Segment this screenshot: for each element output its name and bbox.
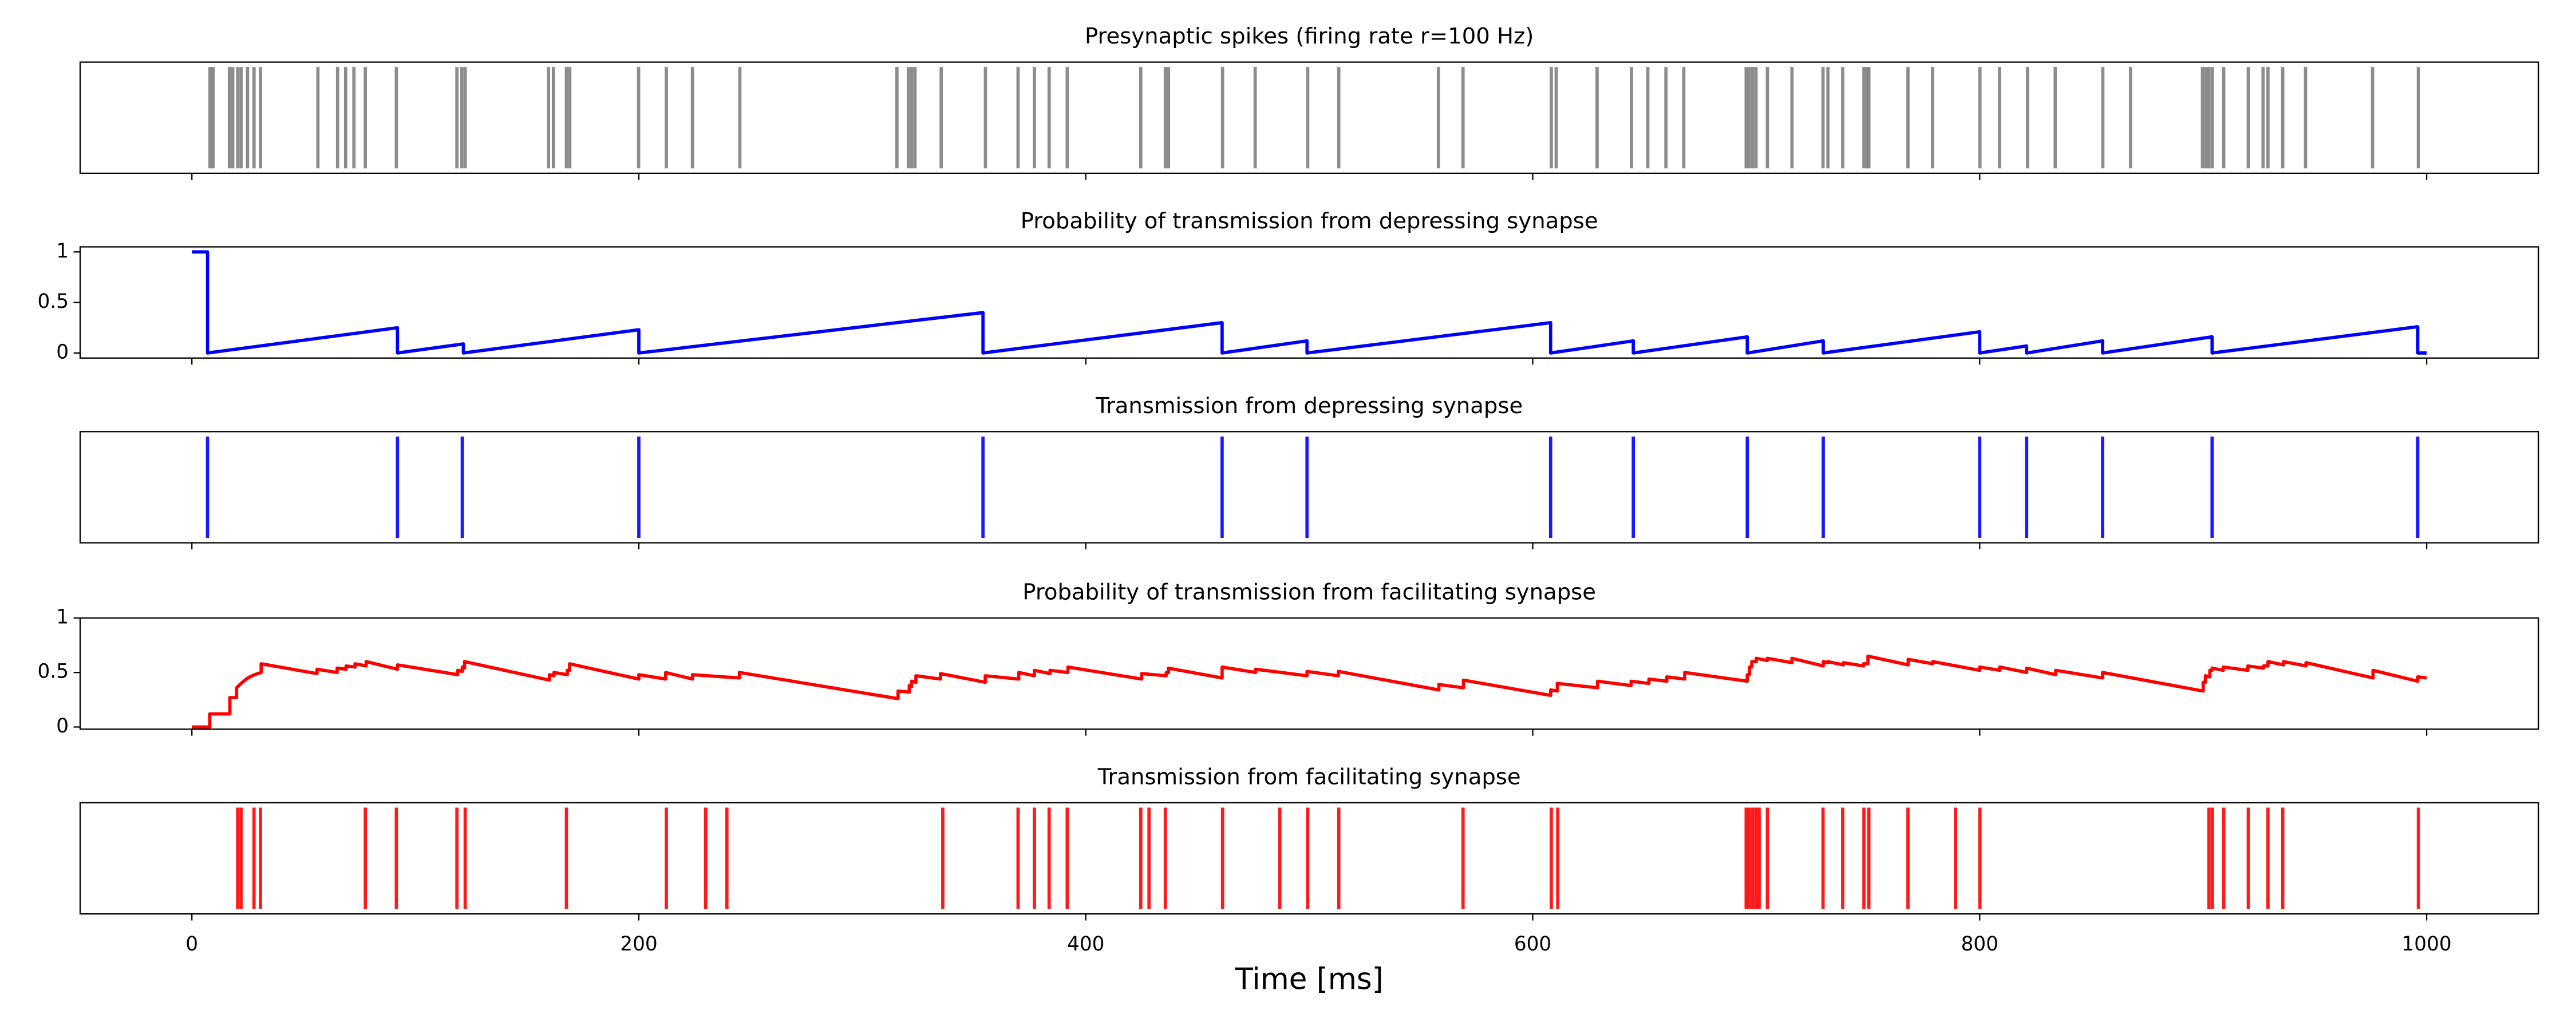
x-axis-label: Time [ms] (1235, 962, 1384, 996)
x-tick-label: 200 (620, 933, 657, 956)
panel-title: Probability of transmission from facilit… (1022, 580, 1596, 605)
axes-frame (79, 61, 2539, 174)
x-tick-label: 600 (1514, 933, 1551, 956)
x-tick-label: 400 (1067, 933, 1104, 956)
axes-frame (79, 617, 2539, 730)
y-tick-label: 0.5 (38, 660, 69, 683)
panel-title: Presynaptic spikes (firing rate r=100 Hz… (1085, 23, 1534, 49)
y-tick-label: 1 (56, 606, 69, 629)
x-tick-label: 800 (1961, 933, 1998, 956)
y-tick-label: 1 (56, 240, 69, 263)
panel-title: Probability of transmission from depress… (1021, 208, 1598, 234)
y-tick-label: 0 (56, 715, 69, 738)
axes-frame (79, 802, 2539, 915)
x-tick-label: 0 (185, 933, 198, 956)
panel-title: Transmission from depressing synapse (1095, 393, 1523, 419)
axes-frame (79, 246, 2539, 359)
y-tick-label: 0 (56, 340, 69, 363)
y-tick-label: 0.5 (38, 290, 69, 313)
axes-frame (79, 431, 2539, 544)
line-series (192, 654, 2427, 729)
panel-title: Transmission from facilitating synapse (1097, 764, 1521, 790)
line-series (192, 250, 2427, 355)
x-tick-label: 1000 (2401, 933, 2451, 956)
